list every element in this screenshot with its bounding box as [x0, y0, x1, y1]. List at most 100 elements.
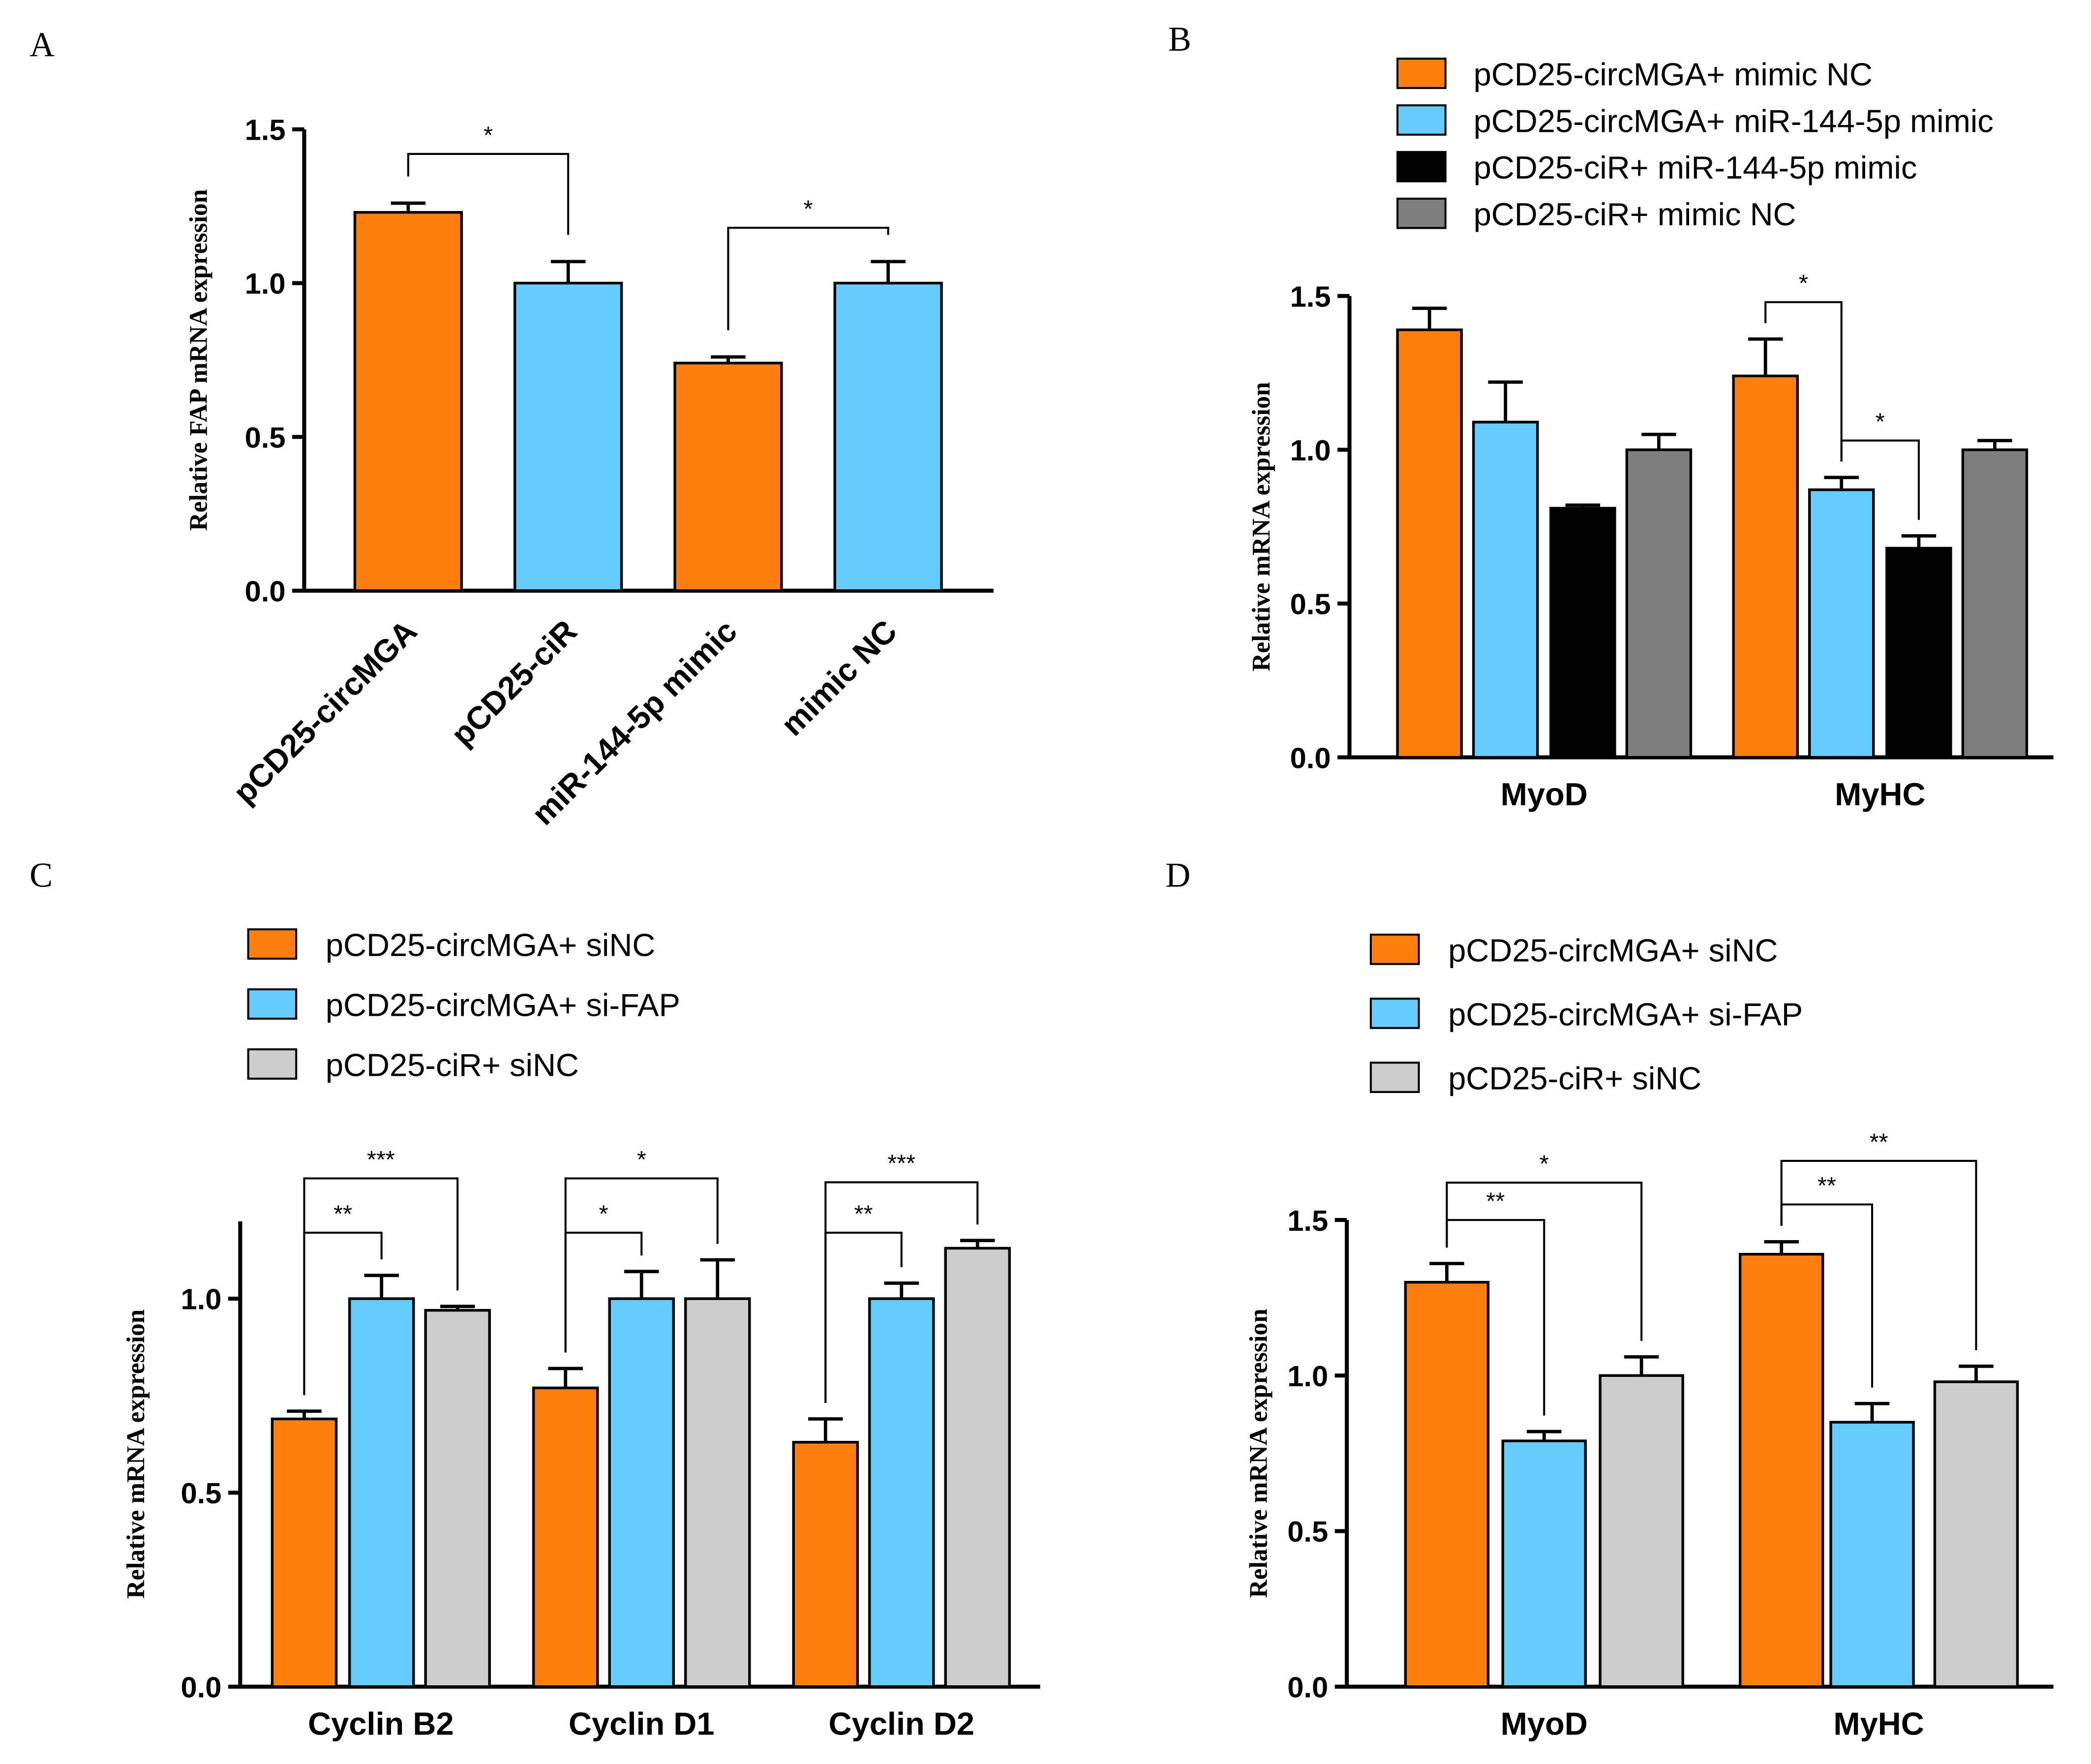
bar: [532, 1386, 599, 1688]
legend-label: pCD25-circMGA+ si-FAP: [1448, 996, 1803, 1032]
significance-label: *: [637, 1147, 646, 1173]
y-tick-label: 0.0: [1287, 1671, 1328, 1703]
panel-label-a: A: [30, 26, 55, 64]
bar: [1829, 1421, 1915, 1688]
legend-swatch: [247, 988, 298, 1020]
significance-label: *: [1540, 1151, 1549, 1178]
y-tick-label: 1.0: [1287, 1360, 1328, 1393]
bar: [1808, 488, 1875, 759]
legend-swatch: [247, 1048, 298, 1080]
bar: [1933, 1380, 2019, 1688]
significance-label: *: [804, 196, 813, 222]
bar: [1396, 328, 1463, 759]
bar: [1738, 1252, 1824, 1688]
bar: [1732, 374, 1799, 759]
legend-label: pCD25-ciR+ miR-144-5p mimic: [1474, 150, 1917, 185]
x-tick-label: MyHC: [1833, 1705, 1924, 1741]
y-tick-label: 1.5: [1287, 1204, 1328, 1237]
legend-label: pCD25-ciR+ siNC: [1448, 1060, 1701, 1096]
legend-label: pCD25-circMGA+ mimic NC: [1474, 56, 1873, 92]
x-tick-label: MyoD: [1501, 1705, 1588, 1741]
y-tick-label: 1.5: [1290, 280, 1331, 313]
y-tick-label: 0.5: [245, 421, 286, 454]
bar: [1472, 421, 1539, 759]
bar: [1625, 448, 1693, 759]
x-tick-label: Cyclin D2: [829, 1705, 974, 1741]
significance-bracket: [824, 1181, 979, 1403]
bar: [684, 1297, 751, 1688]
chart-panel-d: 0.0 0.5 1.0 1.5 Relative mRNA expression MyoD…: [1244, 932, 2054, 1741]
legend-label: pCD25-ciR+ mimic NC: [1474, 196, 1796, 232]
y-tick-label: 0.0: [245, 575, 286, 608]
y-tick-label: 1.0: [181, 1283, 222, 1316]
x-tick-label: pCD25-circMGA: [226, 613, 424, 811]
bar: [353, 211, 463, 592]
legend-swatch: [1369, 1062, 1420, 1093]
y-axis-label: Relative mRNA expression: [122, 1309, 150, 1599]
significance-label: **: [854, 1201, 873, 1227]
y-tick-label: 1.0: [245, 267, 286, 300]
x-tick-label: MyoD: [1501, 776, 1588, 812]
y-tick-label: 0.0: [1290, 741, 1331, 774]
significance-label: **: [1870, 1129, 1888, 1156]
legend-label: pCD25-ciR+ siNC: [326, 1047, 579, 1083]
bar: [608, 1297, 675, 1688]
x-tick-label: Cyclin D1: [569, 1705, 714, 1741]
significance-label: *: [599, 1201, 608, 1227]
bar: [514, 281, 623, 592]
panel-label-c: C: [30, 856, 53, 894]
bar: [1961, 448, 2029, 759]
bar: [1501, 1439, 1587, 1688]
x-tick-label: MyHC: [1835, 776, 1925, 812]
y-tick-label: 1.5: [245, 114, 286, 147]
bar: [271, 1417, 338, 1688]
chart-panel-b: 0.0 0.5 1.0 1.5 Relative mRNA expression MyoD…: [1247, 56, 2054, 812]
significance-bracket: [303, 1177, 459, 1396]
legend-swatch: [247, 928, 298, 960]
bar: [1404, 1280, 1490, 1688]
chart-panel-a: 0.0 0.5 1.0 1.5 Relative FAP mRNA expression…: [185, 114, 994, 832]
y-tick-label: 0.0: [181, 1671, 222, 1703]
significance-label: *: [1799, 271, 1808, 297]
y-axis-label: Relative FAP mRNA expression: [185, 189, 213, 531]
y-tick-label: 0.5: [181, 1477, 222, 1510]
legend-swatch: [1369, 998, 1420, 1029]
significance-bracket: [1446, 1182, 1643, 1341]
significance-bracket: [727, 226, 889, 331]
y-axis-label: Relative mRNA expression: [1247, 382, 1275, 671]
bar: [1885, 547, 1952, 759]
significance-bracket: [1764, 301, 1843, 462]
bar: [868, 1297, 935, 1688]
legend-label: pCD25-circMGA+ siNC: [326, 927, 655, 963]
legend-swatch: [1396, 151, 1447, 182]
legend-swatch: [1396, 197, 1447, 229]
legend-swatch: [1396, 58, 1447, 89]
significance-label: *: [484, 122, 493, 149]
significance-label: ***: [887, 1151, 915, 1177]
chart-panel-c: 0.0 0.5 1.0 Relative mRNA expression Cyclin …: [122, 927, 1040, 1741]
significance-label: *: [1876, 409, 1885, 435]
legend-label: pCD25-circMGA+ si-FAP: [326, 987, 680, 1023]
x-tick-label: pCD25-ciR: [444, 613, 584, 753]
y-axis-label: Relative mRNA expression: [1244, 1308, 1273, 1598]
significance-label: **: [1486, 1188, 1505, 1215]
significance-bracket: [564, 1177, 719, 1353]
panel-label-b: B: [1168, 20, 1191, 59]
significance-bracket: [1780, 1159, 1977, 1350]
x-tick-label: Cyclin B2: [308, 1705, 454, 1741]
bar: [673, 362, 783, 592]
bar: [1549, 507, 1616, 759]
bar: [1599, 1374, 1684, 1688]
bar: [348, 1297, 415, 1688]
y-tick-label: 0.5: [1287, 1515, 1328, 1548]
significance-bracket: [407, 152, 570, 235]
significance-bracket: [1840, 439, 1920, 520]
bar: [833, 281, 943, 592]
significance-label: **: [1818, 1173, 1836, 1199]
legend-label: pCD25-circMGA+ miR-144-5p mimic: [1474, 103, 1994, 139]
bar: [944, 1247, 1011, 1688]
x-tick-label: mimic NC: [774, 613, 904, 743]
significance-label: **: [333, 1201, 352, 1227]
y-tick-label: 0.5: [1290, 588, 1331, 621]
